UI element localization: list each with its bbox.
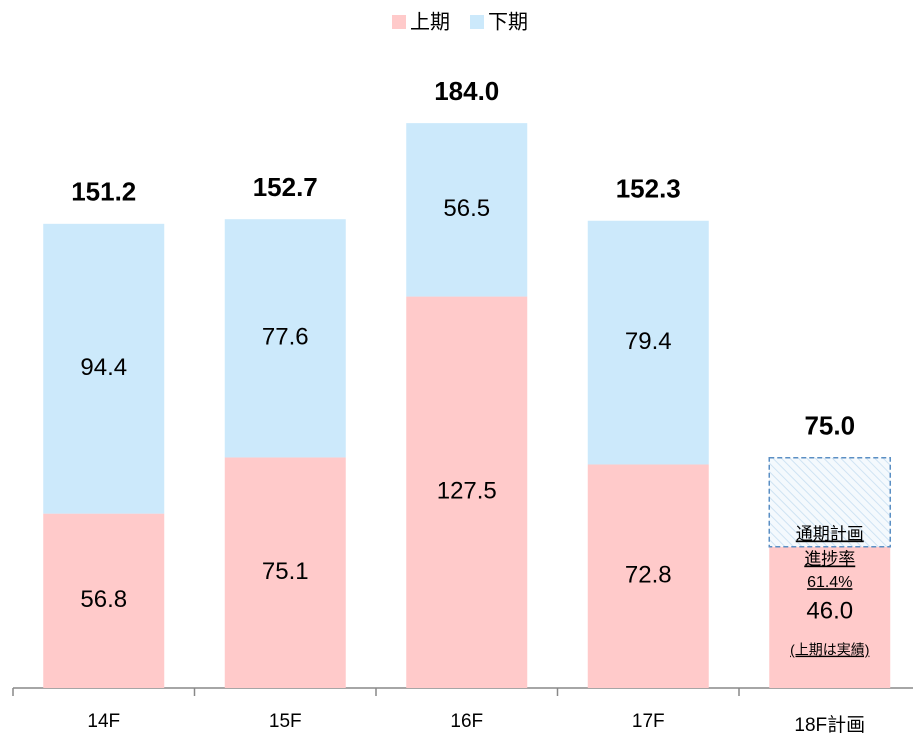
x-tick-label: 14F	[87, 711, 120, 732]
value-label: 127.5	[437, 478, 497, 505]
bar-segment	[224, 457, 346, 688]
bar-segment	[224, 219, 346, 458]
total-label: 184.0	[434, 76, 499, 106]
total-label: 152.7	[253, 172, 318, 202]
x-tick-label: 16F	[450, 711, 483, 732]
total-label: 151.2	[71, 177, 136, 207]
bar-segment	[43, 513, 165, 688]
annotation: 61.4%	[807, 574, 852, 591]
value-label: 56.8	[80, 586, 127, 613]
value-label: 77.6	[262, 324, 309, 351]
bar-segment	[587, 464, 709, 688]
x-tick-label: 17F	[632, 711, 665, 732]
value-label: 75.1	[262, 558, 309, 585]
legend-swatch	[470, 15, 484, 29]
total-label: 152.3	[616, 173, 681, 203]
bar-segment	[406, 296, 528, 688]
annotation: 進捗率	[804, 549, 855, 568]
legend-label: 下期	[488, 11, 528, 33]
annotation: 通期計画	[796, 524, 864, 543]
plan-remainder	[768, 457, 891, 548]
value-label: 79.4	[625, 328, 672, 355]
annotation: (上期は実績)	[790, 642, 869, 658]
value-label: 72.8	[625, 562, 672, 589]
bar-segment	[43, 223, 165, 514]
value-label: 94.4	[80, 354, 127, 381]
bar-segment	[769, 546, 891, 688]
x-tick-label: 18F計画	[794, 714, 865, 736]
x-tick-label: 15F	[269, 711, 302, 732]
total-label: 75.0	[804, 411, 855, 441]
legend-label: 上期	[410, 10, 450, 33]
value-label: 46.0	[806, 597, 853, 624]
value-label: 56.5	[443, 195, 490, 222]
bar-segment	[406, 123, 528, 297]
bar-segment	[587, 220, 709, 465]
legend-swatch	[392, 15, 406, 29]
